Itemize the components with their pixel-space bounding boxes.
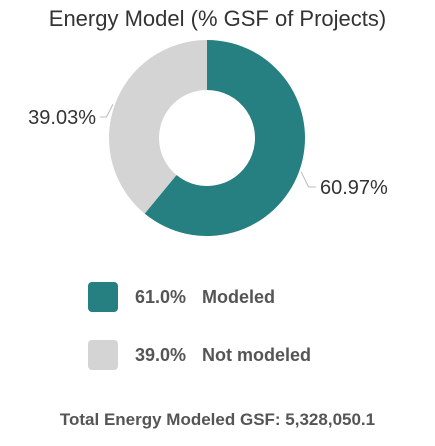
legend-swatch-modeled	[88, 282, 118, 312]
donut-slice-not-modeled	[109, 40, 207, 214]
slice-label-not-modeled: 39.03%	[28, 107, 96, 129]
legend-label-modeled: Modeled	[202, 286, 276, 307]
donut-slice-modeled	[144, 40, 306, 237]
total-energy-modeled-gsf: Total Energy Modeled GSF: 5,328,050.1	[59, 410, 376, 429]
slice-labels-layer: 60.97% 39.03%	[28, 107, 388, 199]
legend-swatch-not-modeled	[88, 340, 118, 370]
legend-percent-not-modeled: 39.0%	[135, 344, 187, 365]
slice-label-modeled: 60.97%	[320, 177, 388, 199]
leader-line-not-modeled	[100, 103, 114, 118]
legend-label-not-modeled: Not modeled	[202, 344, 312, 365]
legend-item-not-modeled: 39.0% Not modeled	[88, 338, 311, 372]
legend-percent-modeled: 61.0%	[135, 286, 187, 307]
leader-line-modeled	[300, 171, 316, 188]
slices-layer	[109, 40, 306, 237]
chart-title: Energy Model (% GSF of Projects)	[48, 6, 387, 31]
legend-item-modeled: 61.0% Modeled	[88, 280, 311, 314]
legend: 61.0% Modeled 39.0% Not modeled	[88, 280, 311, 396]
leader-lines-layer	[100, 103, 316, 188]
